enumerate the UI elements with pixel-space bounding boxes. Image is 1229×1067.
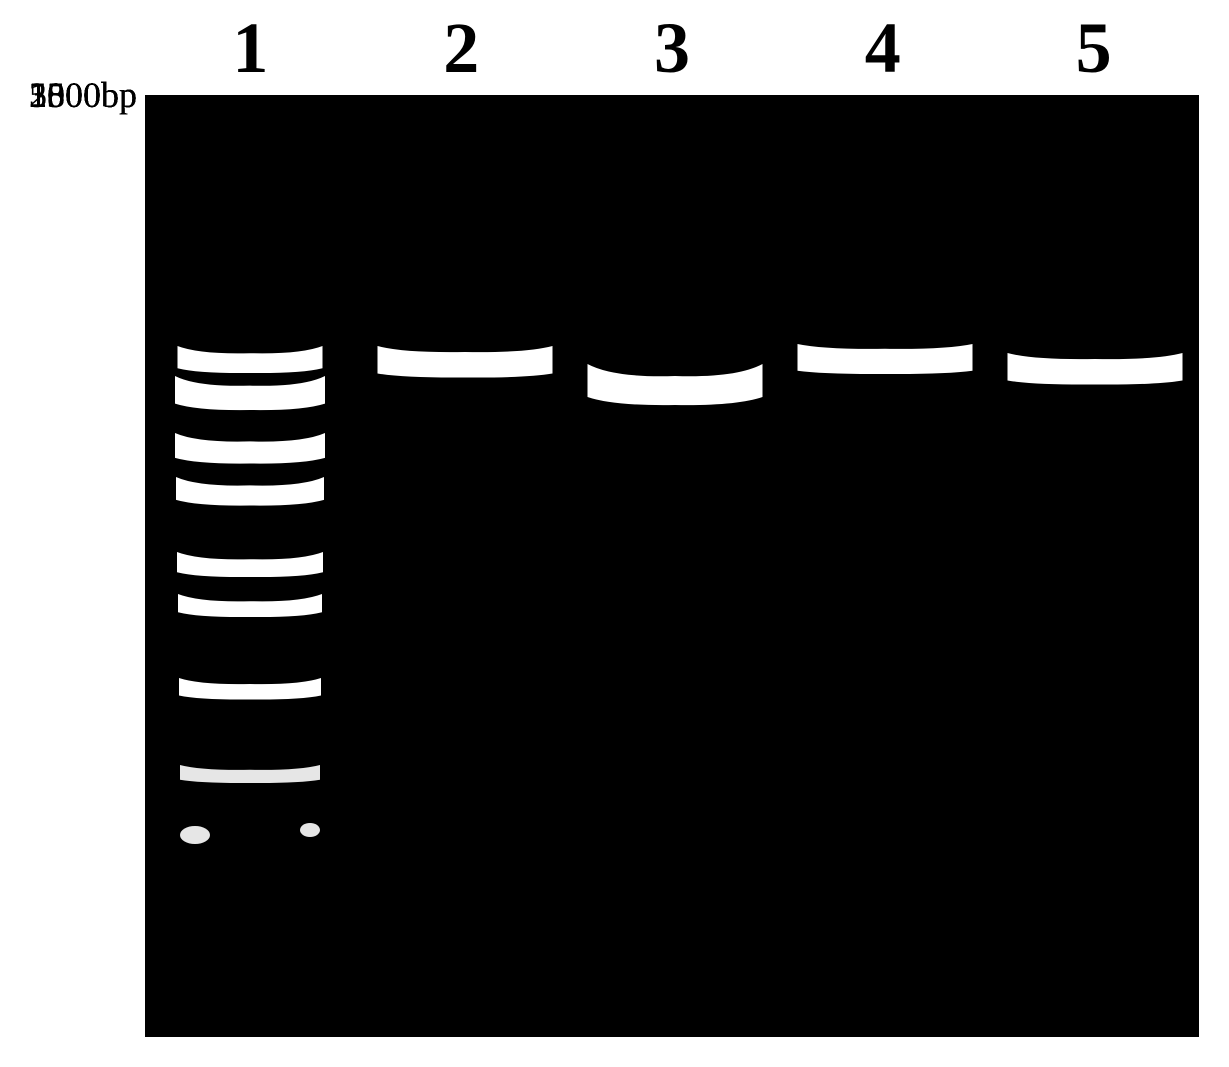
- lane-labels-row: 1 2 3 4 5: [145, 8, 1199, 88]
- gel-image-container: [145, 95, 1199, 1037]
- gel-svg: [145, 95, 1199, 1037]
- lane-label-5: 5: [988, 7, 1199, 90]
- lane-label-4: 4: [777, 7, 988, 90]
- lane-label-2: 2: [356, 7, 567, 90]
- bp-label-300bp: 300bp: [47, 74, 137, 116]
- gel-figure: 1 2 3 4 5 5000bp3000bp2000bp1500bp1000bp…: [0, 0, 1229, 1067]
- lane-label-3: 3: [567, 7, 778, 90]
- lane-label-1: 1: [145, 7, 356, 90]
